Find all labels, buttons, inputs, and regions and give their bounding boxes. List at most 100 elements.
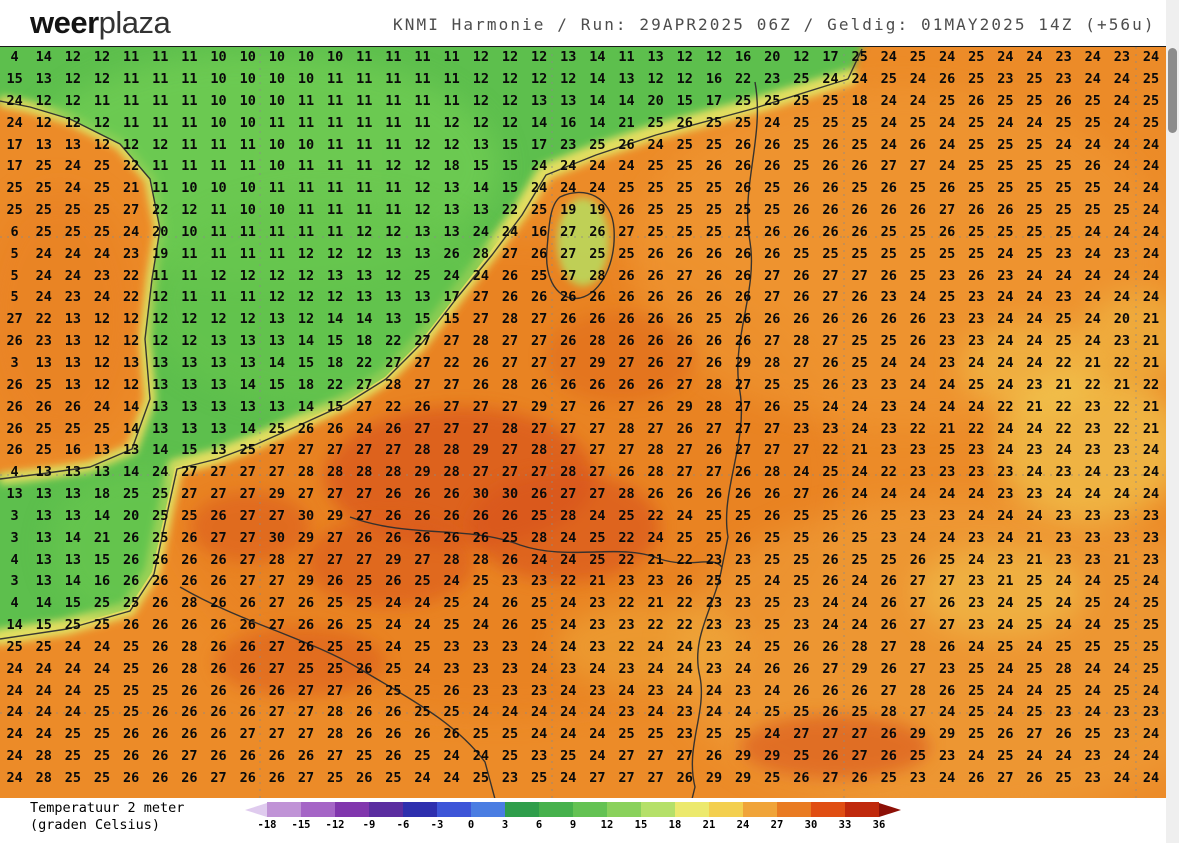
- temperature-value: 25: [1055, 682, 1072, 699]
- temperature-row: 25 25 24 25 21 11 10 10 10 11 11 11 11 11 12 13 14 15 24 24…: [0, 178, 1166, 200]
- temperature-value: 12: [93, 114, 111, 131]
- temperature-value: 23: [560, 136, 577, 153]
- temperature-value: 24: [414, 770, 431, 787]
- temperature-value: 26: [734, 245, 752, 262]
- temperature-value: 12: [501, 114, 519, 131]
- header: weerplaza KNMI Harmonie / Run: 29APR2025…: [0, 0, 1166, 46]
- temperature-value: 26: [472, 376, 489, 393]
- temperature-value: 24: [851, 573, 868, 590]
- scrollbar-thumb[interactable]: [1168, 48, 1177, 133]
- temperature-value: 24: [647, 660, 664, 677]
- temperature-value: 25: [734, 92, 752, 109]
- temperature-value: 26: [443, 245, 460, 262]
- temperature-value: 23: [1113, 245, 1131, 262]
- temperature-value: 25: [822, 114, 839, 131]
- temperature-value: 27: [268, 617, 285, 634]
- temperature-value: 11: [93, 92, 111, 109]
- temperature-value: 26: [676, 573, 693, 590]
- temperature-value: 26: [560, 289, 577, 306]
- temperature-value: 25: [1113, 617, 1131, 634]
- temperature-value: 26: [1084, 158, 1101, 175]
- temperature-value: 26: [676, 245, 693, 262]
- temperature-value: 25: [793, 158, 810, 175]
- weerplaza-logo[interactable]: weerplaza: [30, 0, 171, 45]
- temperature-value: 12: [93, 333, 111, 350]
- temperature-value: 24: [997, 420, 1014, 437]
- temperature-value: 27: [764, 420, 781, 437]
- temperature-value: 25: [997, 223, 1014, 240]
- temperature-value: 25: [618, 507, 635, 524]
- temperature-value: 25: [414, 704, 431, 721]
- temperature-value: 24: [968, 398, 985, 415]
- temperature-value: 27: [793, 442, 810, 459]
- legend-tick-label: 27: [770, 819, 784, 831]
- temperature-value: 21: [1142, 311, 1160, 328]
- temperature-value: 23: [1113, 442, 1131, 459]
- temperature-value: 25: [1084, 726, 1101, 743]
- temperature-value: 12: [181, 311, 198, 328]
- temperature-value: 23: [64, 289, 81, 306]
- temperature-value: 25: [793, 376, 810, 393]
- temperature-value: 11: [443, 49, 460, 66]
- temperature-value: 24: [64, 638, 81, 655]
- temperature-value: 11: [443, 92, 460, 109]
- temperature-value: 3: [10, 573, 19, 590]
- temperature-value: 26: [822, 202, 839, 219]
- temperature-value: 12: [501, 92, 519, 109]
- temperature-value: 23: [1055, 529, 1072, 546]
- temperature-value: 11: [123, 49, 140, 66]
- temperature-value: 23: [589, 617, 606, 634]
- temperature-value: 10: [181, 180, 198, 197]
- temperature-value: 26: [764, 223, 781, 240]
- temperature-value: 24: [997, 114, 1014, 131]
- temperature-value: 12: [385, 223, 402, 240]
- temperature-value: 23: [1142, 507, 1160, 524]
- scrollbar[interactable]: [1166, 0, 1179, 843]
- temperature-value: 25: [64, 202, 81, 219]
- temperature-value: 24: [64, 682, 81, 699]
- temperature-value: 12: [123, 333, 140, 350]
- temperature-value: 25: [734, 726, 752, 743]
- temperature-value: 12: [297, 245, 315, 262]
- temperature-value: 24: [851, 420, 868, 437]
- temperature-value: 23: [880, 398, 897, 415]
- temperature-value: 24: [1142, 770, 1160, 787]
- temperature-value: 26: [676, 114, 693, 131]
- temperature-value: 11: [356, 180, 373, 197]
- temperature-value: 24: [880, 354, 897, 371]
- temperature-value: 28: [647, 442, 664, 459]
- temperature-value: 24: [647, 136, 664, 153]
- temperature-value: 26: [734, 289, 752, 306]
- temperature-value: 24: [1142, 180, 1160, 197]
- temperature-value: 26: [734, 333, 752, 350]
- temperature-value: 13: [35, 486, 52, 503]
- temperature-value: 21: [647, 551, 664, 568]
- temperature-value: 27: [297, 682, 315, 699]
- temperature-value: 23: [530, 748, 548, 765]
- temperature-value: 24: [414, 617, 431, 634]
- temperature-value: 24: [1084, 49, 1101, 66]
- temperature-value: 30: [297, 507, 315, 524]
- temperature-value: 23: [647, 682, 664, 699]
- temperature-value: 25: [35, 202, 52, 219]
- temperature-value: 26: [501, 551, 519, 568]
- temperature-value: 14: [152, 442, 169, 459]
- temperature-value: 26: [501, 507, 519, 524]
- temperature-value: 30: [472, 486, 489, 503]
- temperature-value: 24: [968, 507, 985, 524]
- temperature-value: 11: [326, 114, 344, 131]
- temperature-value: 24: [1084, 71, 1101, 88]
- temperature-value: 26: [123, 573, 140, 590]
- temperature-value: 25: [968, 71, 985, 88]
- temperature-value: 26: [764, 245, 781, 262]
- temperature-row: 24 12 12 12 11 11 11 10 10 11 11 11 11 11 11 12 12 12 14 16…: [0, 113, 1166, 135]
- temperature-value: 23: [968, 289, 985, 306]
- temperature-value: 21: [997, 573, 1014, 590]
- temperature-value: 26: [385, 507, 402, 524]
- temperature-value: 11: [385, 71, 402, 88]
- legend-color-segment: [369, 802, 403, 817]
- temperature-row: 3 13 13 12 13 13 13 13 13 14 15 18 22 27 27 22 26 27 27 27 2…: [0, 353, 1166, 375]
- temperature-value: 27: [560, 398, 577, 415]
- temperature-value: 26: [822, 311, 839, 328]
- temperature-value: 12: [326, 245, 344, 262]
